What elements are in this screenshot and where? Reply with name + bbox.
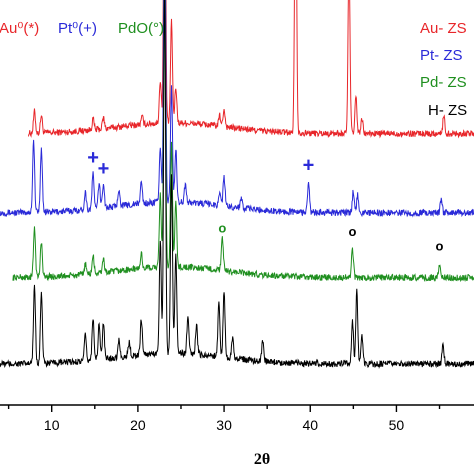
legend-top: Au⁰(*) Pt⁰(+) PdO(°) (0, 20, 164, 37)
peak-marker: + (98, 158, 110, 180)
peak-marker: o (436, 239, 444, 254)
x-tick-label: 20 (130, 417, 146, 433)
legend-series-item: Au- ZS (420, 20, 467, 37)
legend-top-item: Pt⁰(+) (58, 20, 97, 37)
annotation-layer: **+++ooo (87, 147, 444, 254)
peak-marker: o (349, 224, 357, 239)
peak-marker: o (218, 221, 226, 236)
series-line-1 (27, 0, 474, 139)
x-tick-label: 30 (216, 417, 232, 433)
legend-right: Au- ZS Pt- ZS Pd- ZS H- ZS (420, 20, 467, 119)
series-layer (0, 0, 474, 369)
series-line-4 (0, 0, 474, 369)
legend-series-item: H- ZS (428, 102, 467, 119)
legend-top-item: Au⁰(*) (0, 20, 39, 37)
legend-top-item: PdO(°) (118, 20, 164, 37)
series-line-3 (12, 0, 474, 283)
peak-marker: + (87, 147, 99, 169)
x-tick-label: 40 (302, 417, 318, 433)
x-tick-label: 50 (389, 417, 405, 433)
x-tick-label: 10 (44, 417, 60, 433)
x-axis: 10 20 30 40 50 (0, 404, 474, 433)
x-axis-label: 2θ (254, 451, 270, 468)
legend-series-item: Pt- ZS (420, 47, 463, 64)
peak-marker: + (303, 154, 315, 176)
series-line-2 (0, 0, 474, 218)
legend-series-item: Pd- ZS (420, 74, 467, 91)
